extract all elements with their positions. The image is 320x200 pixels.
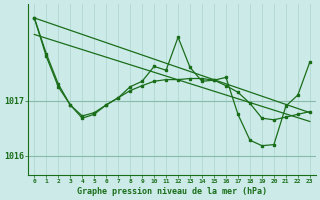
X-axis label: Graphe pression niveau de la mer (hPa): Graphe pression niveau de la mer (hPa)	[77, 187, 267, 196]
